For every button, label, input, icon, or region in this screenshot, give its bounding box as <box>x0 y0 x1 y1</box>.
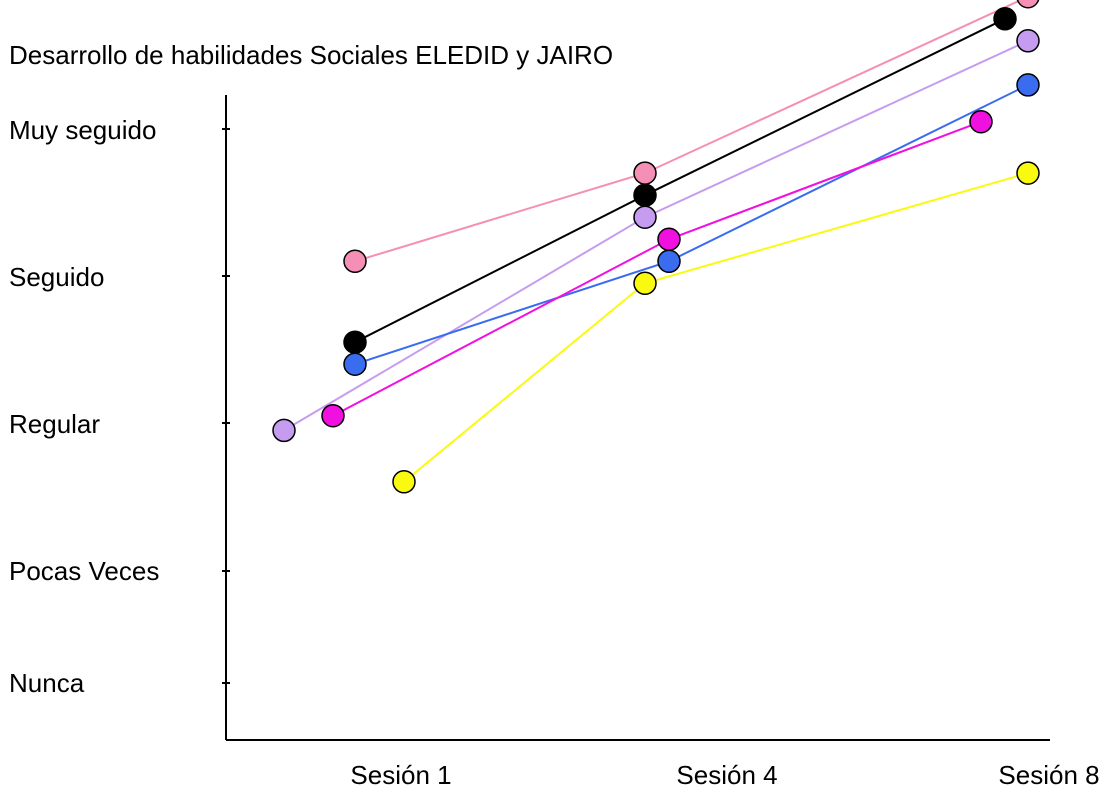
x-tick-label-sesion-8: Sesión 8 <box>998 760 1100 790</box>
data-point-s2-p0 <box>272 418 296 443</box>
y-tick-label-pocas-veces: Pocas Veces <box>9 556 160 586</box>
data-point-s3-p1 <box>657 249 681 274</box>
y-tick-label-muy-seguido: Muy seguido <box>9 115 157 145</box>
data-point-s2-p1 <box>633 205 657 229</box>
x-tick-label-sesion-1: Sesión 1 <box>350 760 452 790</box>
data-point-s1-p1 <box>633 183 657 207</box>
data-point-s5-p2 <box>1016 161 1040 185</box>
data-point-s5-p0 <box>392 470 416 494</box>
data-point-s1-p2 <box>993 7 1017 31</box>
data-point-s3-p0 <box>343 352 367 376</box>
series-line-5 <box>403 172 1029 483</box>
x-tick-label-sesion-4: Sesión 4 <box>676 760 778 790</box>
data-point-s5-p1 <box>633 271 657 296</box>
series-line-4 <box>332 120 982 417</box>
data-point-s4-p2 <box>969 109 993 134</box>
data-point-s2-p2 <box>1016 29 1040 53</box>
data-point-s1-p0 <box>343 330 367 354</box>
series-line-3 <box>354 84 1029 366</box>
series-line-2 <box>283 39 1029 432</box>
data-point-s4-p0 <box>321 403 345 428</box>
data-point-s0-p2 <box>1016 0 1040 9</box>
data-point-s0-p1 <box>633 161 657 185</box>
chart-title: Desarrollo de habilidades Sociales ELEDI… <box>9 40 614 70</box>
series-line-1 <box>354 17 1006 344</box>
data-point-s4-p1 <box>657 227 681 252</box>
y-tick-label-nunca: Nunca <box>9 668 85 698</box>
y-tick-label-regular: Regular <box>9 409 101 439</box>
y-tick-label-seguido: Seguido <box>9 262 105 292</box>
data-point-s0-p0 <box>343 249 367 274</box>
series-line-0 <box>354 0 1024 263</box>
data-point-s3-p2 <box>1016 73 1040 97</box>
